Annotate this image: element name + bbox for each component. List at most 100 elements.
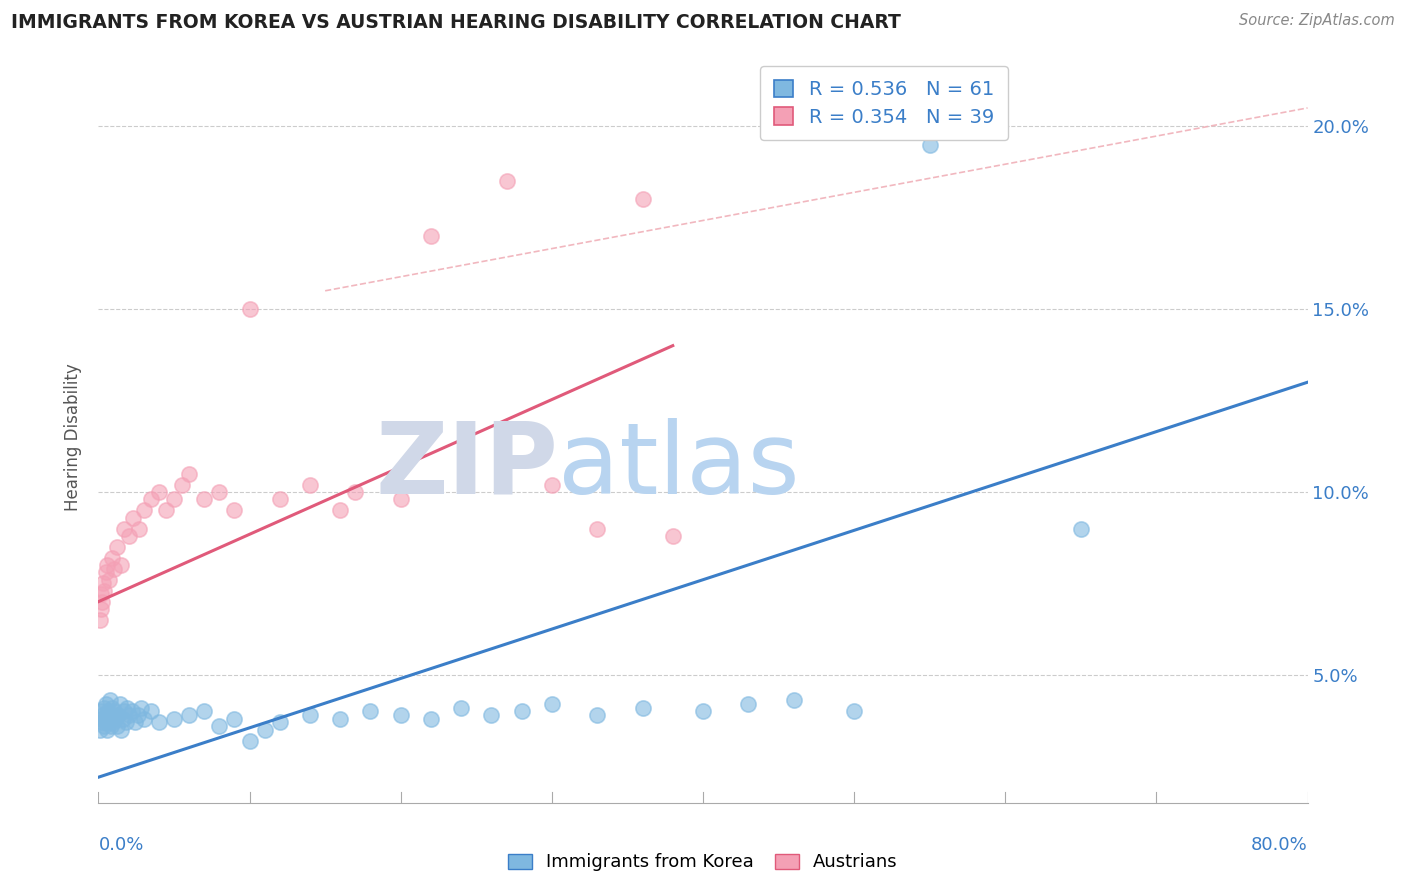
Point xyxy=(91,576,114,591)
Point xyxy=(98,573,121,587)
Point xyxy=(94,712,117,726)
Point xyxy=(360,705,382,719)
Point xyxy=(110,558,132,573)
Text: IMMIGRANTS FROM KOREA VS AUSTRIAN HEARING DISABILITY CORRELATION CHART: IMMIGRANTS FROM KOREA VS AUSTRIAN HEARIN… xyxy=(11,13,901,32)
Point xyxy=(112,521,135,535)
Point xyxy=(100,719,122,733)
Point xyxy=(420,712,443,726)
Point xyxy=(586,521,609,535)
Point xyxy=(94,566,117,580)
Point xyxy=(104,712,127,726)
Text: atlas: atlas xyxy=(558,417,800,515)
Point xyxy=(101,700,124,714)
Point xyxy=(420,228,443,243)
Point xyxy=(112,705,135,719)
Point xyxy=(91,594,114,608)
Point xyxy=(208,719,231,733)
Point xyxy=(193,492,215,507)
Point xyxy=(118,529,141,543)
Point xyxy=(132,712,155,726)
Point xyxy=(127,708,149,723)
Point xyxy=(124,715,146,730)
Point xyxy=(389,708,412,723)
Legend: R = 0.536   N = 61, R = 0.354   N = 39: R = 0.536 N = 61, R = 0.354 N = 39 xyxy=(761,66,1008,140)
Point xyxy=(481,708,503,723)
Point xyxy=(586,708,609,723)
Point xyxy=(155,503,177,517)
Point xyxy=(148,485,170,500)
Point xyxy=(90,712,112,726)
Point xyxy=(118,708,141,723)
Text: 0.0%: 0.0% xyxy=(98,836,143,854)
Point xyxy=(163,492,186,507)
Point xyxy=(918,137,941,152)
Point xyxy=(269,715,291,730)
Point xyxy=(344,485,367,500)
Point xyxy=(96,723,118,737)
Point xyxy=(96,715,118,730)
Point xyxy=(783,693,806,707)
Point xyxy=(98,693,121,707)
Point xyxy=(90,705,112,719)
Point xyxy=(329,712,352,726)
Text: 80.0%: 80.0% xyxy=(1251,836,1308,854)
Point xyxy=(269,492,291,507)
Point xyxy=(208,485,231,500)
Point xyxy=(253,723,276,737)
Point xyxy=(93,583,115,598)
Point xyxy=(114,715,136,730)
Point xyxy=(844,705,866,719)
Point xyxy=(193,705,215,719)
Point xyxy=(299,477,322,491)
Point xyxy=(91,708,114,723)
Point xyxy=(631,192,654,206)
Point xyxy=(495,174,517,188)
Point xyxy=(94,697,117,711)
Point xyxy=(661,529,683,543)
Point xyxy=(129,700,152,714)
Point xyxy=(111,712,134,726)
Point xyxy=(540,477,562,491)
Point xyxy=(103,562,125,576)
Point xyxy=(100,708,122,723)
Point xyxy=(1070,521,1092,535)
Point xyxy=(128,521,150,535)
Point xyxy=(93,700,115,714)
Point xyxy=(97,705,120,719)
Point xyxy=(163,712,186,726)
Point xyxy=(141,492,163,507)
Point xyxy=(105,719,128,733)
Point xyxy=(631,700,654,714)
Point xyxy=(93,719,115,733)
Text: ZIP: ZIP xyxy=(375,417,558,515)
Point xyxy=(224,712,246,726)
Point xyxy=(239,733,262,747)
Point xyxy=(141,705,163,719)
Point xyxy=(121,705,143,719)
Point xyxy=(299,708,322,723)
Point xyxy=(108,697,131,711)
Point xyxy=(329,503,352,517)
Point xyxy=(510,705,533,719)
Point xyxy=(737,697,759,711)
Point xyxy=(90,602,112,616)
Point xyxy=(122,510,145,524)
Legend: Immigrants from Korea, Austrians: Immigrants from Korea, Austrians xyxy=(501,847,905,879)
Point xyxy=(170,477,193,491)
Point xyxy=(179,467,201,481)
Point xyxy=(91,715,114,730)
Point xyxy=(450,700,472,714)
Point xyxy=(103,705,125,719)
Point xyxy=(692,705,714,719)
Point xyxy=(148,715,170,730)
Point xyxy=(89,613,111,627)
Point xyxy=(101,715,124,730)
Point xyxy=(89,723,111,737)
Point xyxy=(105,540,128,554)
Point xyxy=(132,503,155,517)
Point xyxy=(107,708,129,723)
Point xyxy=(98,712,121,726)
Point xyxy=(101,550,124,565)
Point xyxy=(239,301,262,317)
Y-axis label: Hearing Disability: Hearing Disability xyxy=(65,363,83,511)
